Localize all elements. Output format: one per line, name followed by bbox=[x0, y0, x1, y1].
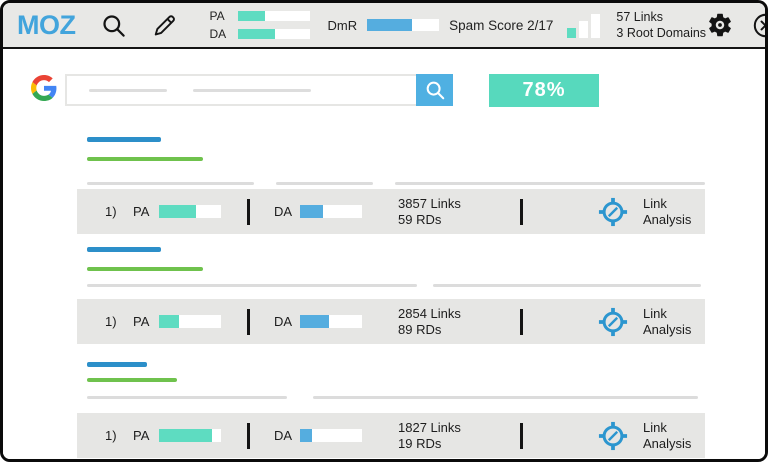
mozbar-result-row: 1) PA DA 2854 Links 89 RDs bbox=[77, 299, 705, 344]
settings-gear-icon[interactable] bbox=[706, 11, 734, 39]
result-metrics: 3857 Links 59 RDs bbox=[398, 196, 490, 228]
pa-bar bbox=[159, 205, 221, 218]
pa-label: PA bbox=[133, 204, 150, 219]
da-bar bbox=[300, 315, 362, 328]
result-desc-skeleton bbox=[87, 396, 287, 399]
result-metrics: 1827 Links 19 RDs bbox=[398, 420, 490, 452]
da-label: DA bbox=[274, 204, 293, 219]
page-authority-meters: PA DA bbox=[210, 9, 310, 41]
links-count: 57 Links bbox=[616, 9, 663, 24]
result-desc-skeleton bbox=[395, 182, 705, 185]
link-analysis-label[interactable]: Link Analysis bbox=[643, 305, 692, 337]
link-analysis-icon[interactable] bbox=[598, 197, 628, 227]
mozbar-toolbar: MOZ PA DA bbox=[3, 3, 765, 49]
result-desc-skeleton bbox=[87, 284, 417, 287]
result-title-skeleton bbox=[87, 247, 161, 252]
moz-logo: MOZ bbox=[17, 9, 76, 40]
result-rds-count: 19 RDs bbox=[398, 435, 442, 451]
result-desc-skeleton bbox=[276, 182, 373, 185]
result-desc-skeleton bbox=[433, 284, 701, 287]
search-input[interactable] bbox=[65, 74, 453, 106]
close-icon[interactable] bbox=[752, 12, 765, 39]
dmr-meter: DmR bbox=[328, 18, 440, 33]
result-rds-count: 59 RDs bbox=[398, 211, 442, 227]
serp-content: 78% 1) PA DA 3857 Links 59 RDs bbox=[3, 49, 765, 459]
da-bar bbox=[300, 205, 362, 218]
da-bar bbox=[237, 29, 310, 39]
pa-meter: PA bbox=[210, 9, 310, 23]
pa-label: PA bbox=[209, 9, 225, 23]
mozbar-result-row: 1) PA DA 3857 Links 59 RDs bbox=[77, 189, 705, 234]
result-desc-skeleton bbox=[313, 396, 698, 399]
mozbar-result-row: 1) PA DA 1827 Links 19 RDs bbox=[77, 413, 705, 458]
edit-pencil-icon[interactable] bbox=[151, 12, 178, 39]
da-bar bbox=[300, 429, 362, 442]
result-links-count: 1827 Links bbox=[398, 419, 461, 435]
link-analysis-icon[interactable] bbox=[598, 307, 628, 337]
pa-bar bbox=[159, 429, 221, 442]
da-label: DA bbox=[209, 27, 227, 41]
divider bbox=[520, 198, 523, 225]
result-rank: 1) bbox=[105, 204, 117, 219]
search-submit-button[interactable] bbox=[416, 74, 453, 106]
spam-score-label: Spam Score 2/17 bbox=[449, 17, 554, 33]
pa-label: PA bbox=[133, 428, 150, 443]
result-title-skeleton bbox=[87, 137, 161, 142]
pa-label: PA bbox=[133, 314, 150, 329]
divider bbox=[247, 422, 250, 449]
links-summary: 57 Links 3 Root Domains bbox=[616, 9, 706, 42]
divider bbox=[520, 422, 523, 449]
da-meter: DA bbox=[210, 27, 310, 41]
link-analysis-icon[interactable] bbox=[598, 421, 628, 451]
da-label: DA bbox=[274, 428, 293, 443]
divider bbox=[247, 198, 250, 225]
dmr-bar bbox=[367, 19, 440, 31]
root-domains-count: 3 Root Domains bbox=[616, 26, 707, 40]
result-url-skeleton bbox=[87, 267, 203, 271]
result-links-count: 2854 Links bbox=[398, 305, 461, 321]
link-analysis-label[interactable]: Link Analysis bbox=[643, 195, 692, 227]
result-url-skeleton bbox=[87, 378, 177, 382]
search-icon[interactable] bbox=[100, 12, 127, 39]
google-logo bbox=[31, 75, 57, 101]
search-placeholder-line bbox=[89, 88, 167, 92]
da-label: DA bbox=[274, 314, 293, 329]
divider bbox=[520, 308, 523, 335]
dmr-label: DmR bbox=[327, 17, 358, 33]
result-links-count: 3857 Links bbox=[398, 195, 461, 211]
result-rank: 1) bbox=[105, 428, 117, 443]
divider bbox=[247, 308, 250, 335]
serp-score-badge: 78% bbox=[489, 74, 599, 107]
pa-bar bbox=[237, 11, 310, 21]
result-rank: 1) bbox=[105, 314, 117, 329]
result-rds-count: 89 RDs bbox=[398, 321, 442, 337]
link-analysis-label[interactable]: Link Analysis bbox=[643, 419, 692, 451]
result-url-skeleton bbox=[87, 157, 203, 161]
result-metrics: 2854 Links 89 RDs bbox=[398, 306, 490, 338]
bar-chart-icon bbox=[567, 12, 601, 38]
pa-bar bbox=[159, 315, 221, 328]
result-desc-skeleton bbox=[87, 182, 254, 185]
search-placeholder-line bbox=[193, 88, 311, 92]
result-title-skeleton bbox=[87, 362, 147, 367]
